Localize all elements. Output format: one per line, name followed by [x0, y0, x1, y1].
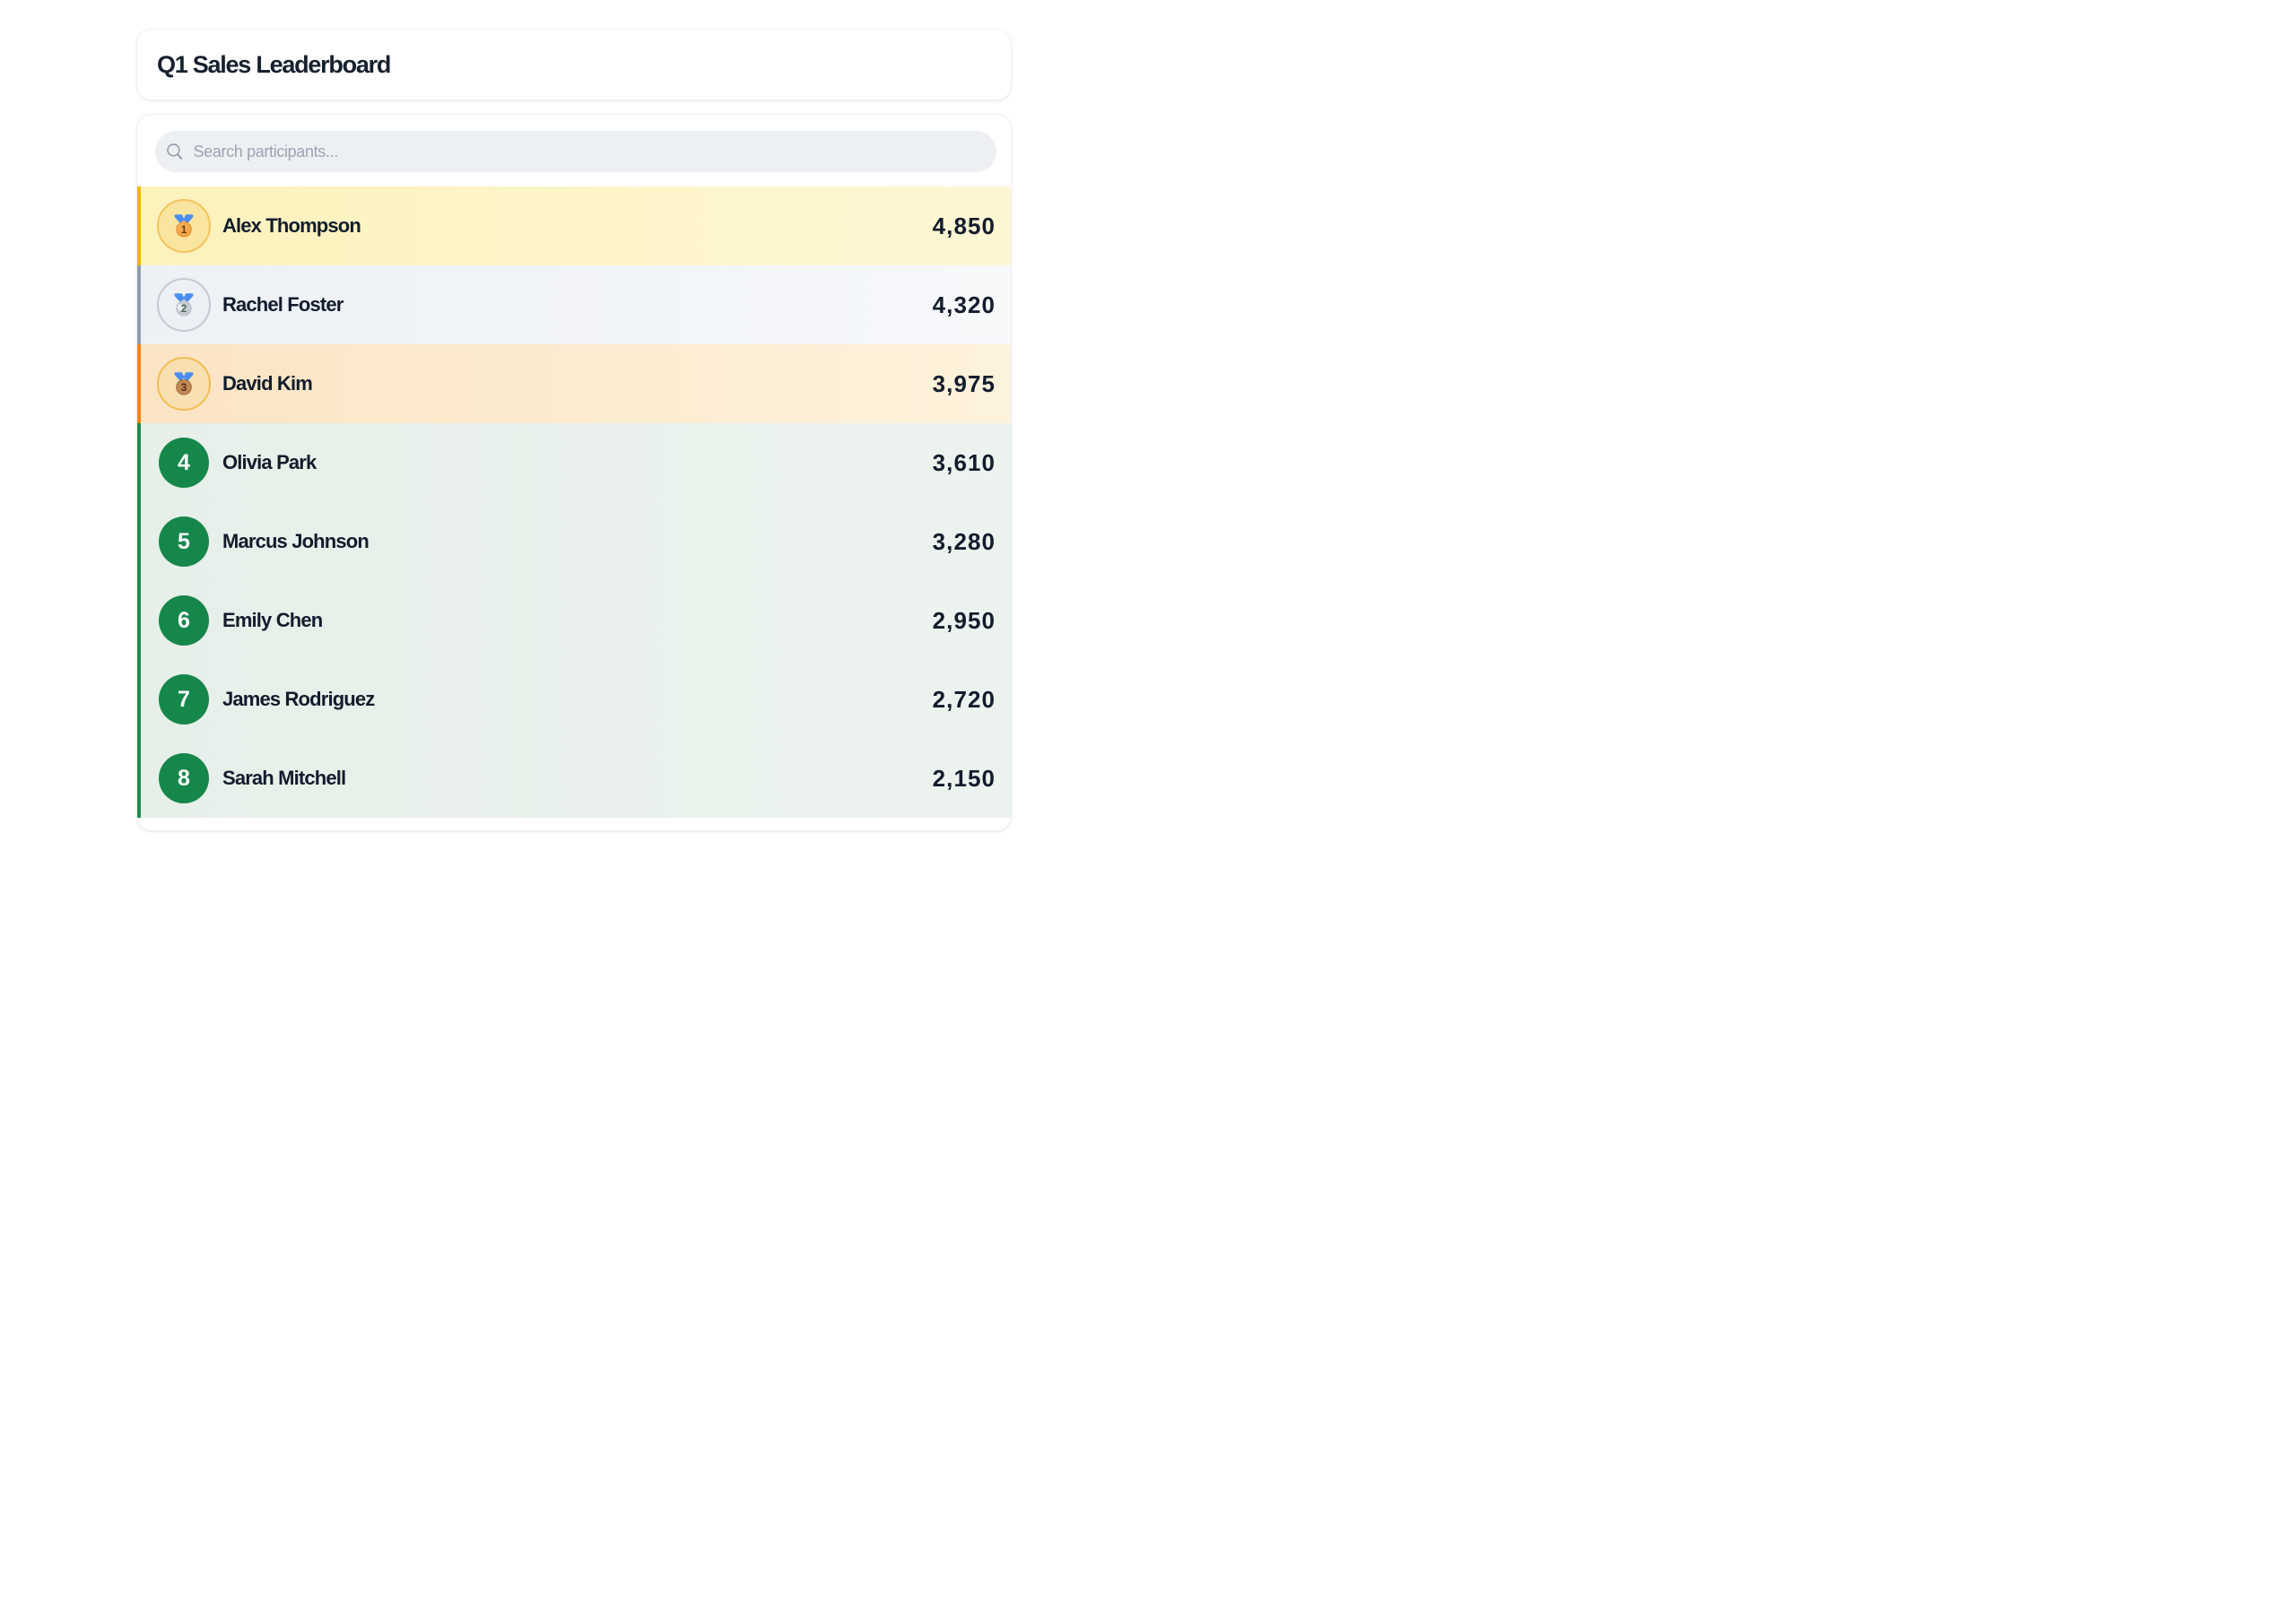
- svg-text:2: 2: [181, 303, 187, 315]
- svg-text:1: 1: [181, 224, 187, 236]
- svg-text:3: 3: [181, 382, 187, 394]
